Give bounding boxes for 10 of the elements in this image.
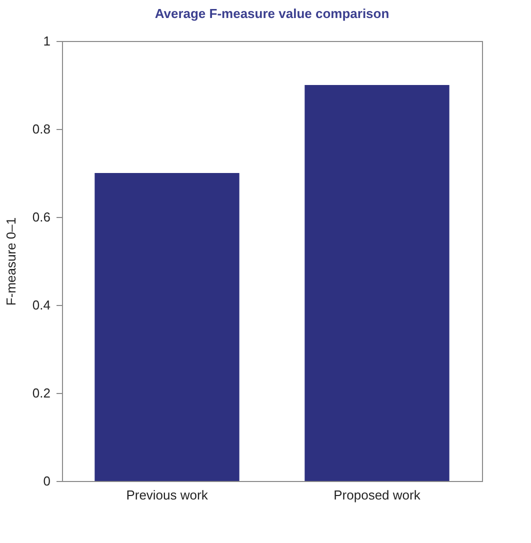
y-tick-label: 1 [43, 34, 50, 48]
y-tick-label: 0.2 [32, 386, 50, 400]
y-tick-label: 0.6 [32, 210, 50, 224]
x-tick-label: Proposed work [334, 488, 421, 502]
y-axis-title: F-measure 0–1 [3, 217, 18, 306]
x-tick-label: Previous work [126, 488, 208, 502]
y-tick-label: 0.4 [32, 298, 50, 312]
y-tick-label: 0.8 [32, 122, 50, 136]
chart-title: Average F-measure value comparison [154, 6, 390, 21]
y-tick-label: 0 [43, 474, 50, 488]
